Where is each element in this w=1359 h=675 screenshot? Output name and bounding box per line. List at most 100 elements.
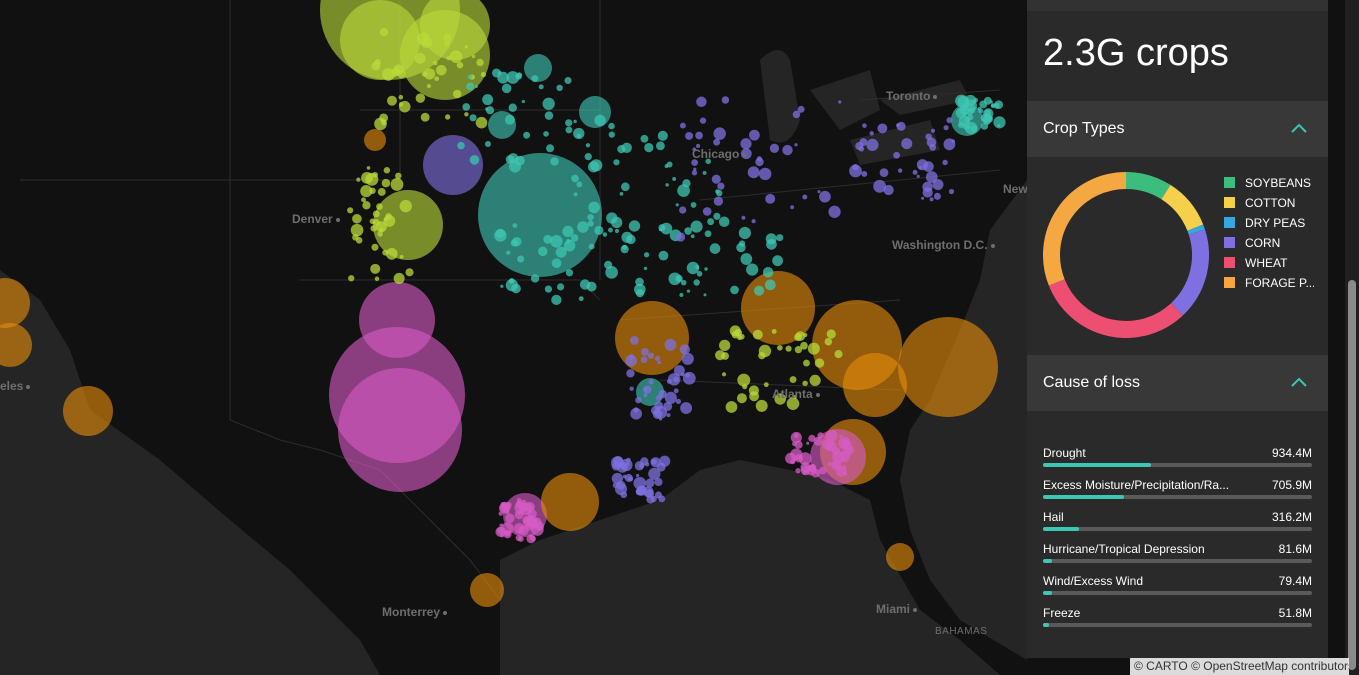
loss-bubble[interactable]: [421, 37, 433, 48]
loss-bubble[interactable]: [967, 125, 971, 129]
loss-bubble[interactable]: [613, 159, 620, 166]
loss-bubble[interactable]: [734, 328, 743, 337]
loss-bubble[interactable]: [462, 103, 471, 111]
loss-bubble[interactable]: [704, 230, 712, 238]
loss-bubble[interactable]: [790, 431, 802, 444]
loss-bubble[interactable]: [655, 141, 665, 151]
loss-bubble[interactable]: [866, 138, 879, 152]
loss-bubble[interactable]: [509, 160, 521, 173]
loss-bubble[interactable]: [352, 234, 359, 241]
loss-bubble[interactable]: [393, 272, 405, 284]
loss-bubble[interactable]: [686, 261, 700, 275]
loss-bubble[interactable]: [390, 178, 404, 191]
loss-bubble[interactable]: [526, 534, 536, 544]
loss-bubble[interactable]: [370, 225, 377, 232]
loss-bubble[interactable]: [679, 122, 686, 129]
page-scrollbar[interactable]: [1345, 0, 1359, 675]
loss-bubble[interactable]: [617, 145, 626, 154]
loss-bubble[interactable]: [421, 71, 428, 77]
loss-bubble[interactable]: [625, 354, 637, 367]
loss-bubble[interactable]: [736, 393, 747, 404]
loss-bubble[interactable]: [571, 174, 579, 183]
loss-bubble[interactable]: [620, 245, 629, 254]
loss-bubble[interactable]: [794, 346, 803, 354]
loss-bubble[interactable]: [576, 181, 583, 188]
loss-bubble[interactable]: [647, 352, 655, 359]
loss-bubble[interactable]: [562, 225, 574, 238]
loss-bubble[interactable]: [790, 205, 795, 210]
loss-bubble[interactable]: [578, 296, 584, 302]
loss-bubble[interactable]: [680, 402, 693, 414]
loss-bubble[interactable]: [512, 223, 518, 228]
loss-bubble[interactable]: [565, 119, 573, 127]
loss-bubble[interactable]: [922, 187, 933, 198]
loss-bubble[interactable]: [766, 239, 777, 250]
loss-bubble[interactable]: [702, 171, 707, 175]
loss-bubble[interactable]: [673, 365, 685, 377]
loss-bubble[interactable]: [792, 110, 801, 119]
loss-bubble[interactable]: [513, 523, 525, 535]
loss-bubble[interactable]: [680, 279, 687, 286]
loss-bubble[interactable]: [794, 440, 803, 449]
loss-bubble[interactable]: [573, 127, 585, 140]
loss-bubble[interactable]: [495, 526, 506, 538]
loss-bubble[interactable]: [849, 164, 862, 178]
loss-bubble[interactable]: [858, 146, 865, 152]
loss-bubble[interactable]: [690, 220, 703, 233]
loss-bubble[interactable]: [925, 171, 938, 183]
loss-bubble[interactable]: [831, 446, 840, 456]
loss-bubble[interactable]: [622, 474, 627, 479]
loss-bubble[interactable]: [749, 391, 760, 402]
loss-bubble[interactable]: [621, 182, 630, 192]
loss-bubble[interactable]: [691, 159, 699, 167]
loss-bubble[interactable]: [381, 178, 391, 188]
loss-bubble[interactable]: [376, 203, 383, 210]
loss-bubble[interactable]: [869, 131, 874, 136]
loss-bubble[interactable]: [979, 100, 988, 109]
loss-bubble[interactable]: [679, 344, 690, 355]
loss-bubble[interactable]: [677, 184, 690, 197]
loss-bubble[interactable]: [436, 64, 447, 76]
loss-bubble[interactable]: [366, 166, 371, 170]
loss-bubble[interactable]: [587, 214, 594, 221]
loss-bubble[interactable]: [370, 263, 381, 274]
loss-bubble[interactable]: [817, 190, 821, 194]
loss-bubble[interactable]: [645, 478, 655, 488]
loss-bubble[interactable]: [630, 407, 643, 420]
loss-bubble[interactable]: [385, 248, 398, 260]
loss-bubble[interactable]: [474, 84, 478, 88]
loss-bubble[interactable]: [667, 373, 681, 386]
loss-bubble[interactable]: [543, 131, 549, 137]
loss-bubble[interactable]: [348, 275, 355, 282]
loss-bubble[interactable]: [616, 461, 628, 473]
loss-bubble[interactable]: [480, 71, 487, 78]
loss-bubble[interactable]: [776, 234, 784, 242]
loss-bubble[interactable]: [675, 274, 683, 283]
loss-bubble[interactable]: [371, 243, 379, 251]
loss-bubble[interactable]: [627, 476, 634, 482]
loss-bubble[interactable]: [658, 224, 666, 232]
loss-bubble[interactable]: [635, 473, 640, 478]
loss-bubble[interactable]: [785, 345, 792, 352]
loss-bubble[interactable]: [758, 167, 772, 181]
loss-bubble[interactable]: [826, 329, 836, 339]
loss-bubble[interactable]: [777, 344, 783, 351]
loss-bubble[interactable]: [524, 501, 535, 512]
loss-bubble[interactable]: [565, 126, 573, 134]
loss-bubble[interactable]: [916, 174, 920, 178]
loss-bubble[interactable]: [967, 114, 974, 121]
loss-bubble[interactable]: [584, 152, 592, 161]
loss-bubble[interactable]: [550, 235, 563, 248]
loss-bubble[interactable]: [423, 68, 436, 80]
loss-bubble[interactable]: [843, 353, 907, 417]
loss-bubble[interactable]: [398, 94, 404, 100]
loss-bubble[interactable]: [705, 158, 711, 165]
loss-bubble[interactable]: [374, 276, 380, 282]
loss-bubble[interactable]: [824, 337, 833, 346]
loss-bubble[interactable]: [957, 121, 964, 128]
loss-bubble[interactable]: [802, 380, 808, 387]
loss-bubble[interactable]: [819, 190, 831, 203]
loss-bubble[interactable]: [969, 107, 976, 114]
loss-bubble[interactable]: [360, 185, 373, 198]
loss-bubble[interactable]: [457, 141, 465, 150]
